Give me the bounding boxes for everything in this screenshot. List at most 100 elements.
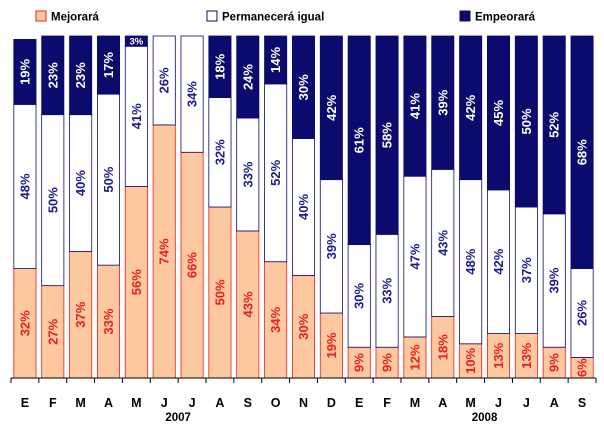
- data-label: 23%: [45, 62, 60, 88]
- data-label: 24%: [240, 64, 255, 90]
- year-label: 2008: [472, 412, 498, 424]
- data-label: 56%: [129, 269, 144, 295]
- data-label: 33%: [380, 277, 395, 303]
- data-label: 43%: [435, 229, 450, 255]
- x-tick-label: A: [104, 396, 113, 410]
- data-label: 40%: [296, 194, 311, 220]
- data-label: 66%: [185, 252, 200, 278]
- x-tick-label: J: [523, 396, 530, 410]
- data-label: 30%: [352, 282, 367, 308]
- x-tick-label: S: [578, 396, 586, 410]
- data-label: 13%: [519, 342, 534, 368]
- data-label: 9%: [547, 353, 562, 372]
- data-label: 26%: [575, 300, 590, 326]
- x-tick-label: S: [244, 396, 252, 410]
- bar-segment: [347, 35, 371, 246]
- data-label: 52%: [547, 111, 562, 137]
- bar-segment: [208, 35, 232, 98]
- x-tick-label: A: [438, 396, 447, 410]
- data-label: 61%: [352, 127, 367, 153]
- data-label: 12%: [407, 344, 422, 370]
- bar-segment: [236, 35, 260, 119]
- x-tick-label: M: [465, 396, 475, 410]
- data-label: 18%: [435, 334, 450, 360]
- x-tick-label: N: [299, 396, 308, 410]
- bar-segment: [431, 35, 455, 170]
- legend-swatch-2: [206, 10, 218, 22]
- data-label: 33%: [101, 308, 116, 334]
- legend-swatch-1: [35, 10, 47, 22]
- x-tick-label: J: [189, 396, 196, 410]
- data-label: 13%: [491, 342, 506, 368]
- x-tick-label: M: [75, 396, 85, 410]
- x-tick-label: A: [215, 396, 224, 410]
- x-tick-label: O: [271, 396, 281, 410]
- data-label: 23%: [73, 62, 88, 88]
- data-label: 26%: [157, 67, 172, 93]
- data-label: 74%: [157, 238, 172, 264]
- data-label: 9%: [352, 353, 367, 372]
- year-label: 2007: [165, 412, 191, 424]
- legend-swatch-3: [459, 10, 471, 22]
- x-tick-label: D: [327, 396, 336, 410]
- bar-segment: [69, 35, 93, 116]
- data-label: 50%: [519, 108, 534, 134]
- data-label: 14%: [268, 46, 283, 72]
- chart-bars: 32% 48% 19% 27% 50% 23% 37% 40% 23% 33% 50% 17% 56% 4…: [13, 35, 594, 379]
- data-label: 50%: [45, 187, 60, 213]
- data-label: 3%: [129, 37, 143, 48]
- data-label: 30%: [296, 313, 311, 339]
- data-label: 6%: [575, 358, 590, 377]
- data-label: 40%: [73, 170, 88, 196]
- x-tick-label: E: [355, 396, 363, 410]
- data-label: 27%: [45, 318, 60, 344]
- data-label: 43%: [240, 291, 255, 317]
- bar-segment: [375, 35, 399, 235]
- bar-segment: [570, 35, 594, 269]
- data-label: 50%: [212, 279, 227, 305]
- bar-segment: [180, 35, 204, 153]
- legend-label-1: Mejorará: [51, 12, 100, 24]
- data-label: 47%: [407, 243, 422, 269]
- data-label: 42%: [491, 248, 506, 274]
- data-label: 42%: [324, 94, 339, 120]
- data-label: 39%: [435, 89, 450, 115]
- bar-segment: [291, 35, 315, 139]
- data-label: 39%: [324, 233, 339, 259]
- x-tick-label: M: [410, 396, 420, 410]
- data-label: 10%: [463, 347, 478, 373]
- data-label: 41%: [407, 93, 422, 119]
- data-label: 52%: [268, 159, 283, 185]
- data-label: 42%: [463, 94, 478, 120]
- data-label: 18%: [212, 53, 227, 79]
- bar-segment: [13, 39, 37, 105]
- chart-legend: Mejorará Permanecerá igual Empeorará: [35, 10, 536, 24]
- bar-segment: [514, 35, 538, 208]
- data-label: 34%: [268, 306, 283, 332]
- bar-segment: [403, 35, 427, 177]
- data-label: 30%: [296, 74, 311, 100]
- bar-segment: [152, 35, 176, 126]
- x-tick-label: J: [161, 396, 168, 410]
- data-label: 48%: [463, 248, 478, 274]
- x-axis: E F M A M J J A S O N D E F M A M J J A S 2007 2008: [10, 377, 597, 424]
- data-label: 19%: [324, 332, 339, 358]
- bar-segment: [486, 35, 510, 191]
- data-label: 39%: [547, 267, 562, 293]
- data-label: 17%: [101, 52, 116, 78]
- x-tick-label: M: [131, 396, 141, 410]
- data-label: 58%: [380, 122, 395, 148]
- x-tick-label: F: [383, 396, 391, 410]
- bar-segment: [319, 35, 343, 181]
- legend-label-3: Empeorará: [475, 12, 536, 24]
- legend-label-2: Permanecerá igual: [222, 12, 324, 24]
- data-label: 41%: [129, 103, 144, 129]
- data-label: 32%: [17, 310, 32, 336]
- data-label: 68%: [575, 139, 590, 165]
- x-tick-label: J: [495, 396, 502, 410]
- data-label: 48%: [17, 173, 32, 199]
- bar-segment: [542, 35, 566, 215]
- data-label: 19%: [17, 58, 32, 84]
- bar-segment: [41, 35, 65, 116]
